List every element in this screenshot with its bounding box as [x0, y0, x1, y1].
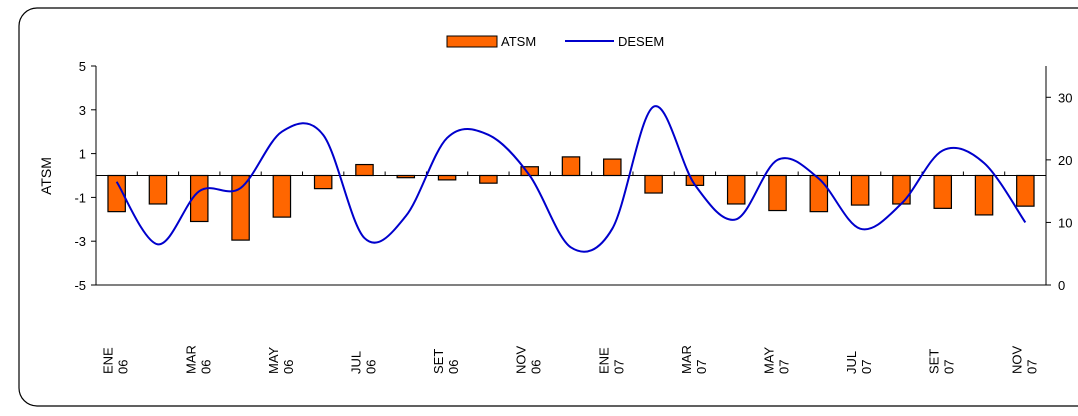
chart-frame	[18, 7, 1078, 407]
bar-atsm	[892, 174, 911, 205]
bar-atsm	[313, 174, 333, 190]
bar-atsm	[561, 156, 581, 177]
x-tick-label-month: ENE	[596, 347, 611, 374]
bar-atsm	[933, 174, 953, 209]
x-tick-label-year: 07	[1024, 360, 1039, 374]
bar-atsm	[231, 174, 250, 241]
x-tick-label-year: 06	[363, 360, 378, 374]
x-tick-label-year: 07	[694, 360, 709, 374]
y-tick-label: -5	[74, 278, 86, 293]
bar-atsm	[1016, 174, 1035, 207]
legend-desem-label: DESEM	[618, 34, 664, 49]
x-tick-label-year: 07	[942, 360, 957, 374]
bar-atsm	[437, 174, 457, 181]
x-tick-label-month: JUL	[348, 351, 363, 374]
x-tick-label-month: JUL	[844, 351, 859, 374]
x-tick-label-month: ENE	[101, 347, 116, 374]
legend-atsm-swatch	[446, 35, 498, 48]
x-tick-label-year: 07	[611, 360, 626, 374]
y2-tick-label: 30	[1058, 90, 1072, 105]
y2-tick-label: 20	[1058, 153, 1072, 168]
bar-atsm	[272, 174, 292, 218]
bar-atsm	[396, 174, 416, 179]
bar-atsm	[107, 174, 126, 213]
x-tick-label-year: 06	[116, 360, 131, 374]
bar-atsm	[479, 174, 498, 184]
y-tick-label: 5	[79, 59, 86, 74]
y2-tick-label: 10	[1058, 215, 1072, 230]
legend: ATSM DESEM	[446, 34, 664, 49]
x-tick-label-month: MAY	[266, 346, 281, 374]
x-tick-label-month: MAR	[679, 345, 694, 374]
x-tick-label-month: MAY	[762, 346, 777, 374]
x-tick-label-month: NOV	[514, 346, 529, 375]
bar-atsm	[974, 174, 994, 216]
y-tick-label: 1	[79, 147, 86, 162]
bar-atsm	[189, 174, 209, 223]
bar-atsm	[603, 158, 622, 177]
bar-atsm	[644, 174, 663, 194]
x-tick-label-year: 06	[281, 360, 296, 374]
legend-atsm-label: ATSM	[501, 34, 536, 49]
x-tick-label-year: 06	[198, 360, 213, 374]
y2-tick-label: 0	[1058, 278, 1065, 293]
bar-atsm	[148, 174, 168, 205]
line-desem	[115, 105, 1027, 253]
y-tick-label: -3	[74, 234, 86, 249]
bar-atsm	[726, 174, 746, 205]
y-tick-label: -1	[74, 190, 86, 205]
bar-atsm	[809, 174, 829, 213]
x-tick-label-month: MAR	[183, 345, 198, 374]
x-tick-label-year: 06	[446, 360, 461, 374]
x-tick-label-year: 07	[777, 360, 792, 374]
x-tick-label-month: NOV	[1009, 346, 1024, 375]
x-tick-label-year: 06	[529, 360, 544, 374]
y-axis-label: ATSM	[38, 157, 54, 195]
bar-atsm	[768, 174, 787, 212]
y-tick-label: 3	[79, 103, 86, 118]
x-tick-label-year: 07	[859, 360, 874, 374]
x-tick-label-month: SET	[927, 349, 942, 374]
bar-atsm	[850, 174, 870, 206]
x-tick-label-month: SET	[431, 349, 446, 374]
bar-atsm	[355, 163, 374, 177]
